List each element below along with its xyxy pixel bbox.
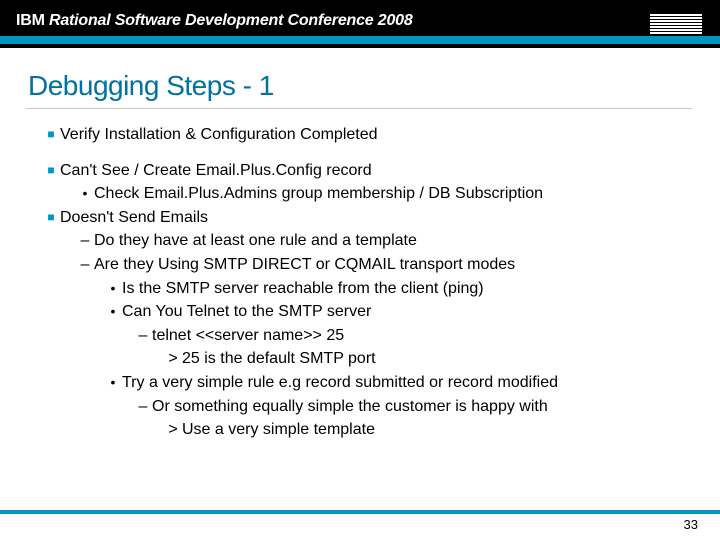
header-title: IBM Rational Software Development Confer… (16, 12, 413, 30)
bullet-lvl1: ■ Can't See / Create Email.Plus.Config r… (42, 160, 682, 182)
header-conference: Rational Software Development Conference… (49, 12, 413, 29)
ibm-logo-icon (650, 14, 702, 34)
bullet-lvl4: – telnet <<server name>> 25 (134, 325, 682, 347)
bullet-lvl3: • Try a very simple rule e.g record subm… (104, 372, 682, 394)
dash-bullet-icon: – (76, 254, 94, 275)
square-bullet-icon: ■ (42, 124, 60, 145)
header-bar: IBM Rational Software Development Confer… (0, 0, 720, 48)
bullet-lvl2: – Do they have at least one rule and a t… (76, 230, 682, 252)
bullet-lvl3: • Is the SMTP server reachable from the … (104, 278, 682, 300)
square-bullet-icon: ■ (42, 207, 60, 228)
bullet-text: Or something equally simple the customer… (152, 396, 682, 418)
bullet-text: Check Email.Plus.Admins group membership… (94, 183, 682, 205)
title-rule (26, 108, 692, 109)
content-area: ■ Verify Installation & Configuration Co… (42, 124, 682, 441)
bullet-text: Do they have at least one rule and a tem… (94, 230, 682, 252)
dash-bullet-icon: – (134, 325, 152, 346)
bullet-lvl2: • Check Email.Plus.Admins group membersh… (76, 183, 682, 205)
dash-bullet-icon: – (76, 230, 94, 251)
bullet-text: Can You Telnet to the SMTP server (122, 301, 682, 323)
bullet-lvl3: • Can You Telnet to the SMTP server (104, 301, 682, 323)
header-brand: IBM (16, 12, 45, 29)
bullet-lvl1: ■ Verify Installation & Configuration Co… (42, 124, 682, 146)
chevron-bullet-icon: > (164, 348, 182, 369)
bullet-text: Are they Using SMTP DIRECT or CQMAIL tra… (94, 254, 682, 276)
bullet-lvl5: > Use a very simple template (164, 419, 682, 441)
bullet-text: Verify Installation & Configuration Comp… (60, 124, 682, 146)
bullet-lvl4: – Or something equally simple the custom… (134, 396, 682, 418)
slide: IBM Rational Software Development Confer… (0, 0, 720, 540)
header-accent-bar (0, 36, 720, 44)
chevron-bullet-icon: > (164, 419, 182, 440)
bullet-text: Doesn't Send Emails (60, 207, 682, 229)
bullet-lvl1: ■ Doesn't Send Emails (42, 207, 682, 229)
dot-bullet-icon: • (76, 183, 94, 204)
bullet-text: Can't See / Create Email.Plus.Config rec… (60, 160, 682, 182)
dot-bullet-icon: • (104, 372, 122, 393)
bullet-text: 25 is the default SMTP port (182, 348, 682, 370)
dash-bullet-icon: – (134, 396, 152, 417)
dot-bullet-icon: • (104, 301, 122, 322)
bullet-text: Is the SMTP server reachable from the cl… (122, 278, 682, 300)
slide-title: Debugging Steps - 1 (28, 70, 274, 102)
bullet-lvl2: – Are they Using SMTP DIRECT or CQMAIL t… (76, 254, 682, 276)
square-bullet-icon: ■ (42, 160, 60, 181)
footer-accent-bar (0, 510, 720, 514)
page-number: 33 (684, 517, 698, 532)
dot-bullet-icon: • (104, 278, 122, 299)
bullet-text: telnet <<server name>> 25 (152, 325, 682, 347)
bullet-text: Use a very simple template (182, 419, 682, 441)
bullet-text: Try a very simple rule e.g record submit… (122, 372, 682, 394)
bullet-lvl5: > 25 is the default SMTP port (164, 348, 682, 370)
